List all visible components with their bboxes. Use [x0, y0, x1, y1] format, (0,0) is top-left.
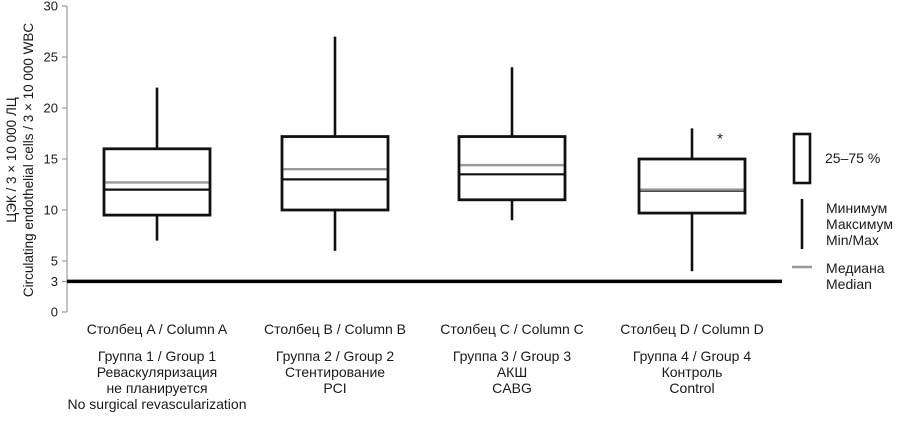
- y-tick-label: 5: [51, 254, 58, 269]
- group-label-line: Группа 2 / Group 2: [276, 348, 395, 364]
- iqr-box: [280, 135, 390, 212]
- category-label: Столбец B / Column B: [264, 321, 406, 337]
- y-axis-label: ЦЭК / 3 × 10 000 ЛЦ: [4, 97, 19, 223]
- y-tick-label: 15: [44, 152, 58, 167]
- y-tick-label: 25: [44, 50, 58, 65]
- legend-box-symbol: [792, 132, 812, 185]
- box-1: Столбец A / Column A Группа 1 / Group 1Ре…: [68, 87, 247, 412]
- group-label-line: Группа 1 / Group 1: [98, 348, 217, 364]
- y-axis-label: Circulating endothelial cells / 3 × 10 0…: [21, 23, 36, 298]
- iqr-box: [637, 157, 747, 215]
- group-label-line: Контроль: [662, 364, 723, 380]
- group-label-line: Реваскуляризация: [97, 364, 218, 380]
- category-label: Столбец A / Column A: [87, 321, 228, 337]
- group-label-line: CABG: [492, 380, 532, 396]
- legend-median-label: Median: [826, 276, 872, 292]
- legend-whisker-label: Минимум: [826, 200, 887, 216]
- group-label-line: АКШ: [497, 364, 527, 380]
- group-label-line: не планируется: [106, 380, 207, 396]
- iqr-box: [457, 135, 567, 202]
- legend-median-label: Медиана: [826, 260, 885, 276]
- group-label-line: Группа 4 / Group 4: [633, 348, 752, 364]
- group-label-line: Стентирование: [285, 364, 385, 380]
- legend-whisker-label: Максимум: [826, 216, 893, 232]
- box-2: Столбец B / Column B Группа 2 / Group 2Ст…: [264, 36, 406, 396]
- group-label-line: Группа 3 / Group 3: [453, 348, 572, 364]
- y-tick-label: 10: [44, 203, 58, 218]
- box-4: * Столбец D / Column D Группа 4 / Group 4К…: [620, 128, 764, 396]
- box-3: Столбец C / Column C Группа 3 / Group 3АК…: [440, 67, 584, 396]
- y-tick-label: 20: [44, 101, 58, 116]
- outlier-marker: *: [717, 130, 723, 147]
- legend-whisker-label: Min/Max: [826, 232, 879, 248]
- y-tick-label: 0: [51, 305, 58, 320]
- category-label: Столбец D / Column D: [620, 321, 764, 337]
- y-tick-label: 30: [44, 0, 58, 14]
- group-label-line: Control: [669, 380, 714, 396]
- category-label: Столбец C / Column C: [440, 321, 584, 337]
- group-label-line: No surgical revascularization: [68, 396, 247, 412]
- legend-box-label: 25–75 %: [825, 150, 880, 166]
- y-tick-label: 3: [51, 274, 58, 289]
- group-label-line: PCI: [323, 380, 346, 396]
- plot-area: 0 3 5 10 15 20 25 30 ЦЭК / 3 × 10 000 ЛЦ Circulat…: [4, 0, 782, 412]
